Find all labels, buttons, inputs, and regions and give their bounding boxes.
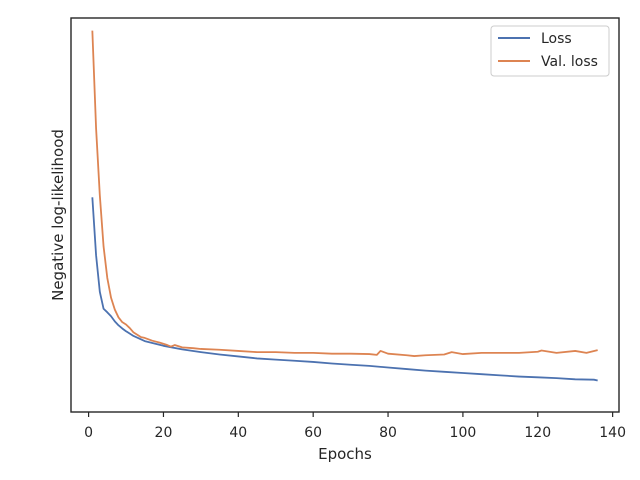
x-tick-label: 120	[524, 425, 551, 441]
plot-area	[70, 17, 620, 413]
axes-frame	[70, 17, 620, 413]
x-tick-label: 80	[379, 425, 397, 441]
series-layer	[91, 30, 598, 382]
y-axis-label: Negative log-likelihood	[49, 129, 67, 301]
series-line-loss	[91, 197, 598, 382]
x-axis-ticks: 0 20 40 60 80 100 120 140	[84, 412, 626, 441]
x-tick-label: 40	[229, 425, 247, 441]
legend-label-val-loss: Val. loss	[541, 54, 598, 70]
series-line-val-loss	[91, 30, 598, 357]
x-tick-label: 100	[450, 425, 477, 441]
x-axis-label: Epochs	[318, 445, 372, 463]
x-tick-label: 0	[84, 425, 93, 441]
legend-label-loss: Loss	[541, 31, 572, 47]
x-tick-label: 60	[304, 425, 322, 441]
x-tick-label: 20	[155, 425, 173, 441]
x-tick-label: 140	[599, 425, 626, 441]
legend: Loss Val. loss	[490, 25, 610, 77]
